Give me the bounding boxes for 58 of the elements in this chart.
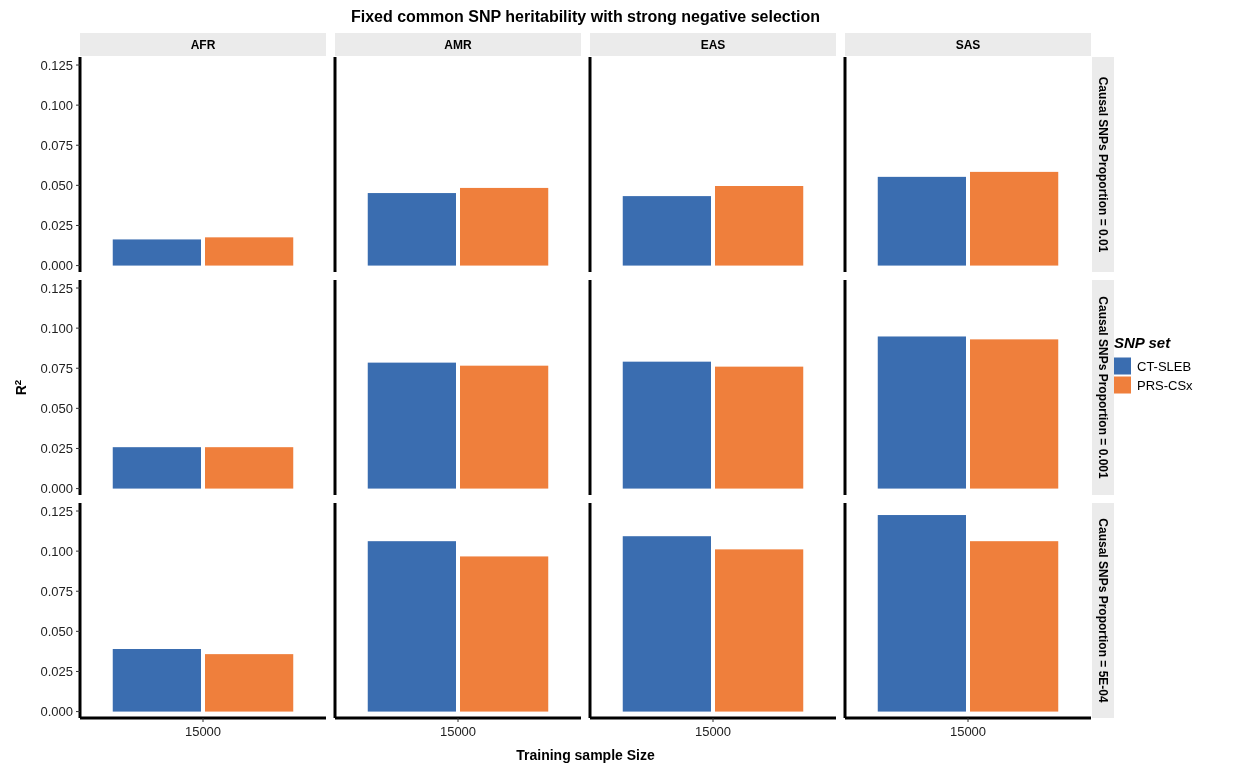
bar	[622, 196, 711, 266]
bar	[205, 237, 294, 266]
x-tick-label: AFR	[190, 38, 216, 52]
y-tick-label: 0.050	[40, 400, 73, 416]
bar	[877, 515, 966, 712]
y-tick-label: 0.125	[40, 57, 73, 73]
y-tick-label: 0.025	[40, 218, 73, 234]
bar	[367, 362, 456, 489]
y-tick-label: 0.000	[40, 481, 73, 497]
legend-label: PRS-CSx	[1137, 378, 1194, 394]
y-tick-label: 0.050	[40, 177, 73, 193]
y-tick-label: 0.100	[40, 97, 73, 113]
bar	[877, 176, 966, 266]
x-tick-label: AMR	[444, 38, 472, 52]
bar	[112, 447, 201, 489]
bar	[112, 239, 201, 266]
bar	[367, 193, 456, 266]
y-tick-label: 0.075	[40, 360, 73, 376]
chart-title: Fixed common SNP heritability with strong negative selection	[350, 8, 821, 25]
y-tick-label: 0.100	[40, 543, 73, 559]
bar	[367, 541, 456, 712]
bar	[460, 187, 549, 266]
bar	[715, 186, 804, 266]
y-tick-label: 0.075	[40, 583, 73, 599]
bar	[205, 654, 294, 712]
bar	[622, 361, 711, 489]
bar	[970, 171, 1059, 266]
y-tick-label: 0.025	[40, 664, 73, 680]
bar	[112, 649, 201, 712]
text: 15000	[694, 724, 732, 739]
y-tick-label: 0.000	[40, 704, 73, 720]
y-tick-label: 0.075	[40, 137, 73, 153]
x-tick-label: EAS	[700, 38, 726, 52]
y-tick-label: 0.050	[40, 623, 73, 639]
y-tick-label: 0.125	[40, 280, 73, 296]
y-tick-label: 0.100	[40, 320, 73, 336]
bar	[460, 365, 549, 489]
bar	[622, 536, 711, 712]
legend-label: CT-SLEB	[1137, 359, 1192, 375]
text: 15000	[439, 724, 477, 739]
legend-title: SNP set	[1114, 333, 1172, 351]
text: 15000	[184, 724, 222, 739]
bar	[715, 366, 804, 489]
y-tick-label: 0.025	[40, 441, 73, 457]
bar	[970, 339, 1059, 489]
bar	[715, 549, 804, 712]
y2-axis-title: Causal SNPs Proportion = 5E-04	[1096, 518, 1110, 704]
y2-axis-title: Causal SNPs Proportion = 0.001	[1096, 296, 1110, 480]
y-tick-label: 0.125	[40, 503, 73, 519]
bar	[205, 447, 294, 489]
y2-axis-title: Causal SNPs Proportion = 0.01	[1096, 76, 1110, 253]
bar	[970, 541, 1059, 712]
y-tick-label: 0.000	[40, 258, 73, 274]
bar	[877, 336, 966, 489]
bar	[460, 556, 549, 712]
x-tick-label: SAS	[955, 38, 981, 52]
text: 15000	[949, 724, 987, 739]
x-axis-title: Training sample Size	[516, 747, 655, 763]
